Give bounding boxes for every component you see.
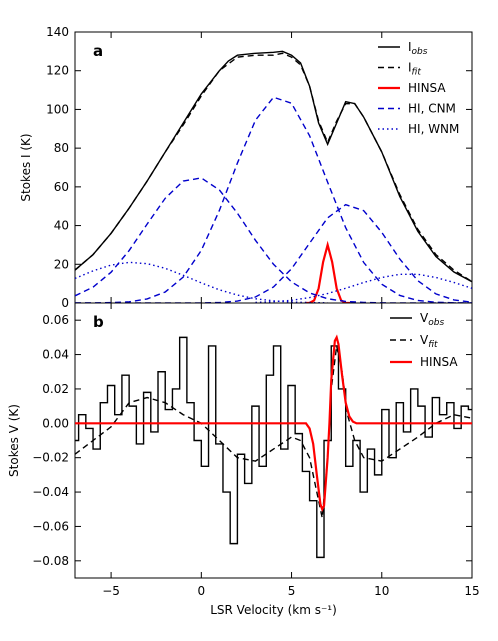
y-tick-label: 100 [46,102,69,116]
data-line [75,261,328,303]
legend-label: HI, CNM [408,102,456,116]
panel: −0.08 −0.06 −0.04 −0.02 0.00 0.02 0.04 0.06 −5 0 5… [7,302,480,617]
y-tick-label: 140 [46,25,69,39]
data-line [75,177,472,303]
y-tick-label: 0.02 [42,382,69,396]
legend-label: Iobs [408,40,428,57]
plot-area [75,334,472,559]
x-tick-label: 5 [288,584,296,598]
data-line [75,336,472,559]
data-line [75,203,472,303]
data-line [75,345,472,518]
x-tick-label: −5 [102,584,120,598]
y-tick-label: −0.04 [32,485,69,499]
y-tick-label: 0.00 [42,416,69,430]
y-tick-label: −0.02 [32,451,69,465]
x-tick-label: 10 [374,584,389,598]
y-tick-label: 0.04 [42,348,69,362]
panel-label: a [93,42,103,60]
legend-label: Vobs [420,311,444,328]
legend-label: Ifit [408,61,421,78]
panel-label: b [93,313,104,331]
y-tick-label: 0.06 [42,313,69,327]
y-axis-label: Stokes V (K) [7,404,21,477]
y-tick-label: −0.06 [32,519,69,533]
panel: 0 20 40 60 80 100 120 140 Stokes I (K) a Iobs Ifit H… [19,25,473,310]
legend-label: HI, WNM [408,122,459,136]
y-tick-label: −0.08 [32,554,69,568]
data-line [255,273,472,303]
x-tick-label: 0 [197,584,205,598]
x-tick-label: 15 [464,584,479,598]
data-line [75,334,472,513]
data-line [75,52,472,283]
plot-area [75,50,472,303]
y-tick-label: 20 [54,257,69,271]
y-tick-label: 120 [46,64,69,78]
y-tick-label: 60 [54,180,69,194]
y-tick-label: 0 [61,296,69,310]
y-tick-label: 40 [54,219,69,233]
x-axis-label: LSR Velocity (km s⁻¹) [210,603,337,617]
y-axis-label: Stokes I (K) [19,133,33,201]
y-tick-label: 80 [54,141,69,155]
legend-label: HINSA [408,81,446,95]
legend-label: HINSA [420,355,458,369]
legend-label: Vfit [420,333,438,350]
